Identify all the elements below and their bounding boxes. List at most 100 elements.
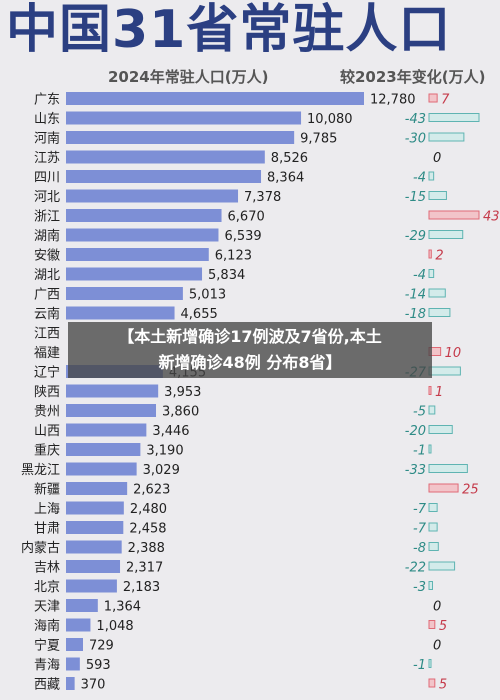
change-bar bbox=[428, 405, 436, 415]
population-bar bbox=[66, 248, 209, 261]
change-bar bbox=[428, 132, 465, 142]
change-value-label: -14 bbox=[405, 288, 426, 303]
population-value-label: 7,378 bbox=[244, 190, 281, 205]
category-label: 广西 bbox=[34, 288, 60, 303]
population-value-label: 6,670 bbox=[228, 210, 265, 225]
change-value-label: -1 bbox=[413, 658, 426, 673]
population-value-label: 10,080 bbox=[307, 112, 353, 127]
population-value-label: 8,526 bbox=[271, 151, 308, 166]
change-value-label: -5 bbox=[413, 405, 426, 420]
change-bar bbox=[428, 171, 435, 181]
change-value-label: 0 bbox=[433, 639, 441, 654]
change-bar bbox=[428, 581, 433, 590]
category-label: 青海 bbox=[34, 658, 60, 673]
category-label: 浙江 bbox=[34, 210, 60, 225]
change-value-label: -43 bbox=[405, 112, 426, 127]
population-bar bbox=[66, 657, 80, 671]
population-bar bbox=[66, 638, 83, 651]
population-value-label: 3,029 bbox=[143, 463, 180, 478]
population-value-label: 5,013 bbox=[189, 288, 226, 303]
category-label: 宁夏 bbox=[34, 638, 60, 654]
population-value-label: 2,388 bbox=[128, 541, 165, 556]
population-bar bbox=[66, 92, 364, 105]
population-value-label: 3,446 bbox=[152, 424, 189, 439]
change-bar bbox=[428, 113, 480, 122]
category-label: 湖南 bbox=[34, 228, 60, 244]
change-bar bbox=[428, 561, 456, 571]
population-value-label: 2,183 bbox=[123, 580, 160, 595]
change-bar bbox=[428, 386, 432, 395]
population-bar bbox=[66, 423, 147, 437]
category-label: 西藏 bbox=[34, 678, 60, 693]
change-value-label: -4 bbox=[413, 268, 426, 283]
category-label: 河北 bbox=[34, 190, 60, 205]
change-value-label: -15 bbox=[405, 190, 426, 205]
population-bar bbox=[66, 111, 302, 125]
change-bar bbox=[428, 288, 446, 298]
change-subtitle: 较2023年变化(万人) bbox=[340, 68, 486, 86]
population-value-label: 729 bbox=[89, 639, 114, 654]
change-value-label: 5 bbox=[439, 619, 447, 634]
change-value-label: 5 bbox=[439, 678, 447, 693]
population-bar bbox=[66, 209, 222, 222]
category-label: 吉林 bbox=[34, 561, 60, 576]
category-label: 北京 bbox=[34, 580, 60, 595]
population-bar bbox=[66, 443, 141, 456]
change-bar bbox=[428, 93, 438, 103]
change-value-label: -22 bbox=[405, 561, 426, 576]
overlay-line-2: 新增确诊48例 分布8省】 bbox=[158, 353, 342, 372]
population-value-label: 3,860 bbox=[162, 405, 199, 420]
category-label: 湖北 bbox=[34, 268, 60, 283]
change-bar bbox=[428, 483, 459, 493]
population-value-label: 370 bbox=[81, 678, 106, 693]
population-value-label: 12,780 bbox=[370, 93, 416, 108]
news-overlay-banner: 【本土新增确诊17例波及7省份,本土 新增确诊48例 分布8省】 bbox=[68, 322, 432, 378]
category-label: 江西 bbox=[34, 327, 60, 342]
population-bar bbox=[66, 521, 124, 534]
population-bar bbox=[66, 618, 91, 632]
category-label: 黑龙江 bbox=[21, 463, 60, 478]
population-bar bbox=[66, 189, 239, 203]
category-label: 山西 bbox=[34, 424, 60, 439]
change-bar bbox=[428, 464, 468, 473]
category-label: 新疆 bbox=[34, 482, 60, 498]
change-value-label: 1 bbox=[435, 385, 443, 400]
change-value-label: -8 bbox=[413, 541, 426, 556]
population-bar bbox=[66, 131, 295, 144]
change-bar bbox=[428, 191, 447, 200]
change-value-label: 7 bbox=[441, 93, 450, 108]
population-bar bbox=[66, 677, 75, 690]
change-value-label: -1 bbox=[413, 444, 426, 459]
category-label: 天津 bbox=[34, 600, 60, 615]
population-bar bbox=[66, 228, 219, 242]
change-value-label: -33 bbox=[405, 463, 426, 478]
chart-title: 中国31省常驻人口 bbox=[6, 0, 452, 60]
category-label: 上海 bbox=[34, 502, 60, 517]
category-label: 辽宁 bbox=[34, 365, 60, 381]
category-label: 贵州 bbox=[34, 405, 60, 420]
population-value-label: 2,458 bbox=[129, 522, 166, 537]
population-subtitle: 2024年常驻人口(万人) bbox=[108, 68, 269, 86]
change-bar bbox=[428, 542, 439, 551]
category-label: 海南 bbox=[34, 618, 60, 634]
change-value-label: 10 bbox=[445, 346, 462, 361]
population-bar bbox=[66, 579, 117, 593]
population-value-label: 593 bbox=[86, 658, 111, 673]
change-bar bbox=[428, 269, 435, 278]
population-bar bbox=[66, 501, 124, 515]
population-bar bbox=[66, 560, 121, 573]
category-label: 内蒙古 bbox=[21, 540, 60, 556]
change-bar bbox=[428, 503, 438, 512]
change-value-label: 0 bbox=[433, 600, 441, 615]
change-bar bbox=[428, 230, 464, 239]
population-value-label: 8,364 bbox=[267, 171, 304, 186]
change-bar bbox=[428, 678, 436, 688]
category-label: 广东 bbox=[34, 93, 60, 108]
change-value-label: -4 bbox=[413, 171, 426, 186]
population-bar bbox=[66, 482, 128, 495]
change-value-label: 2 bbox=[435, 249, 443, 264]
change-bar bbox=[428, 249, 432, 259]
population-bar bbox=[66, 170, 262, 183]
change-bar bbox=[428, 425, 453, 434]
change-value-label: 0 bbox=[433, 151, 441, 166]
